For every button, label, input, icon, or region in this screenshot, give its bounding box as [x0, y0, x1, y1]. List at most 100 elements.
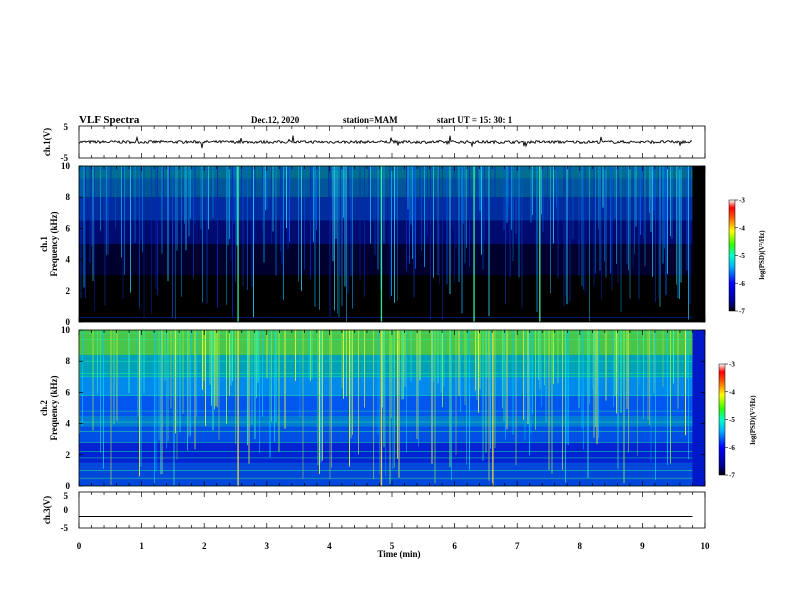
sferic-streak: [271, 166, 272, 244]
sferic-streak: [211, 330, 212, 406]
sferic-streak: [392, 330, 394, 470]
sferic-streak: [248, 330, 250, 464]
sferic-streak: [629, 166, 631, 299]
sferic-streak: [464, 166, 466, 264]
sferic-streak: [557, 166, 559, 279]
sferic-streak: [340, 166, 341, 277]
sferic-streak: [617, 166, 619, 283]
sferic-streak: [581, 330, 583, 429]
sferic-streak: [458, 330, 460, 396]
sferic-streak: [568, 330, 569, 446]
sferic-streak: [466, 166, 467, 248]
ch1-colorbar-ticks: -3 -4 -5 -6 -7: [735, 197, 745, 316]
sferic-streak: [667, 330, 668, 465]
sferic-streak: [475, 330, 476, 391]
sferic-streak: [424, 166, 425, 267]
sferic-streak: [218, 330, 220, 440]
sferic-streak: [515, 330, 517, 465]
sferic-streak: [662, 166, 664, 264]
sferic-streak: [103, 330, 104, 469]
time-tick-label: 9: [640, 541, 645, 551]
sferic-streak: [539, 330, 541, 390]
sferic-streak: [442, 330, 443, 408]
sferic-streak: [655, 166, 656, 303]
sferic-streak: [172, 166, 173, 318]
sferic-streak: [142, 166, 143, 253]
sferic-streak: [155, 330, 157, 471]
sferic-streak: [389, 166, 391, 300]
ch1-spectrogram-panel: 0 2 4 6 8 10 ch.1 Frequency (kHz) -3 -4 -5 -6 -7 …: [39, 161, 766, 327]
sferic-streak: [469, 166, 470, 268]
sferic-streak: [254, 166, 256, 242]
burst: [492, 330, 494, 486]
sferic-streak: [505, 166, 506, 305]
sferic-streak: [131, 166, 133, 245]
sferic-streak: [203, 330, 205, 381]
sferic-streak: [530, 330, 532, 434]
colorbar-tick-label: -6: [739, 280, 745, 288]
sferic-streak: [79, 330, 80, 434]
sferic-streak: [82, 330, 83, 427]
sferic-streak: [190, 330, 191, 436]
sferic-streak: [605, 330, 607, 401]
sferic-streak: [104, 166, 106, 306]
frequency-tick-label: 0: [66, 317, 71, 327]
frequency-tick-label: 10: [61, 325, 71, 335]
sferic-streak: [506, 166, 508, 223]
sferic-streak: [572, 166, 574, 239]
colorbar-tick-label: -7: [739, 308, 745, 316]
sferic-streak: [106, 166, 107, 256]
sferic-streak: [241, 166, 242, 207]
sferic-streak: [232, 166, 233, 317]
sferic-streak: [208, 166, 209, 230]
sferic-streak: [275, 330, 277, 423]
ch2-spectrogram-ylabel-frequency: Frequency (kHz): [49, 375, 59, 440]
sferic-streak: [214, 330, 215, 410]
sferic-streak: [643, 330, 644, 420]
sferic-streak: [349, 330, 350, 467]
sferic-streak: [235, 166, 236, 282]
sferic-streak: [89, 166, 91, 263]
sferic-streak: [557, 330, 559, 384]
sferic-streak: [689, 166, 691, 305]
sferic-streak: [194, 330, 196, 450]
sferic-streak: [401, 330, 403, 400]
sferic-streak: [667, 166, 668, 274]
sferic-streak: [584, 166, 586, 293]
sferic-streak: [508, 166, 509, 207]
sferic-streak: [677, 166, 679, 299]
sferic-streak: [347, 166, 349, 293]
sferic-streak: [566, 330, 568, 445]
sferic-streak: [200, 166, 202, 230]
sferic-streak: [209, 330, 211, 385]
sferic-streak: [553, 330, 554, 384]
sferic-streak: [565, 330, 566, 483]
sferic-streak: [176, 330, 178, 460]
sferic-streak: [427, 166, 428, 236]
ch1-colorbar-gradient: [728, 199, 736, 312]
sferic-streak: [352, 166, 353, 309]
sferic-streak: [478, 330, 479, 413]
sferic-streak: [377, 166, 379, 270]
sferic-streak: [164, 330, 166, 381]
sferic-streak: [530, 166, 532, 223]
sferic-streak: [602, 166, 604, 208]
sferic-streak: [458, 166, 460, 282]
sferic-streak: [143, 330, 145, 394]
sferic-streak: [532, 330, 533, 415]
sferic-streak: [334, 166, 335, 311]
sferic-streak: [235, 330, 236, 445]
frequency-tick-label: 4: [66, 419, 71, 429]
sferic-streak: [446, 166, 448, 285]
sferic-streak: [644, 166, 646, 267]
sferic-streak: [190, 166, 191, 219]
sferic-streak: [628, 166, 629, 271]
sferic-streak: [406, 166, 407, 272]
sferic-streak: [286, 166, 287, 229]
sferic-streak: [316, 166, 317, 231]
sferic-streak: [80, 166, 82, 299]
sferic-streak: [509, 166, 511, 277]
colorbar-tick-label: -4: [729, 388, 735, 396]
sferic-streak: [469, 330, 470, 470]
sferic-streak: [532, 166, 533, 215]
